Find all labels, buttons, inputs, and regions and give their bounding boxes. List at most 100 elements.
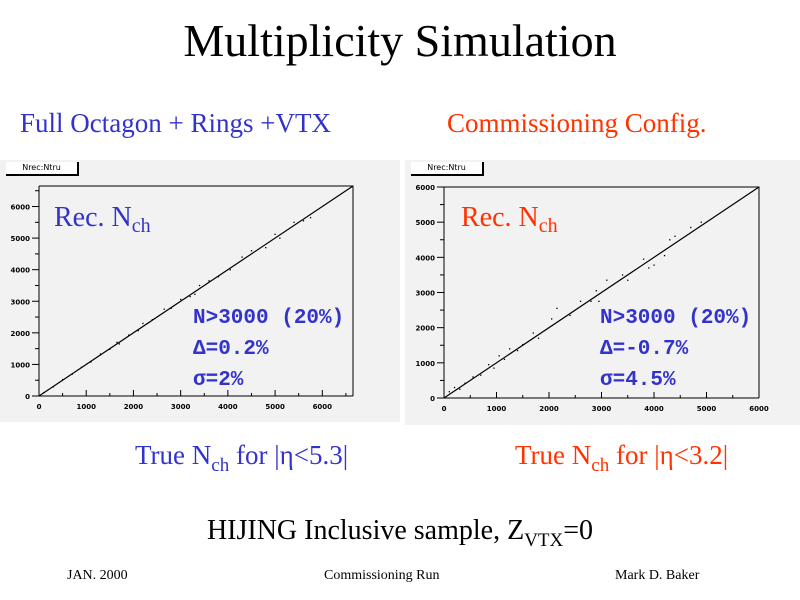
right-x-axis-title: True Nch for |η<3.2| [515, 440, 728, 475]
x-tick-label: 3000 [592, 405, 612, 413]
y-axis-title-main: Rec. N [54, 202, 132, 233]
caption-pre: HIJING Inclusive sample, Z [206, 515, 525, 546]
x-tick-label: 4000 [218, 403, 238, 411]
data-point [43, 391, 45, 394]
stat-delta: Δ=-0.7% [600, 338, 689, 361]
x-tick-label: 5000 [265, 403, 285, 411]
y-tick-label: 1000 [416, 360, 436, 368]
left-x-axis-title: True Nch for |η<5.3| [135, 440, 349, 475]
data-point [194, 293, 196, 296]
y-tick-label: 4000 [416, 254, 436, 262]
data-point [480, 374, 482, 376]
data-point [180, 298, 182, 301]
data-point [648, 267, 650, 269]
data-point [690, 226, 692, 229]
slide-title: Multiplicity Simulation [183, 15, 617, 66]
data-point [459, 388, 461, 390]
x-tick-label: 1000 [76, 403, 96, 411]
data-point [556, 307, 558, 310]
data-point [208, 280, 210, 282]
x-tick-label: 6000 [313, 403, 333, 411]
x-tick-label: 3000 [171, 403, 191, 411]
data-point [170, 307, 172, 309]
data-point [137, 330, 139, 332]
x-tick-label: 2000 [124, 403, 144, 411]
y-tick-label: 6000 [11, 204, 31, 212]
y-tick-label: 5000 [11, 235, 31, 243]
data-point [522, 343, 524, 346]
stat-count: N>3000 (20%) [600, 307, 752, 330]
caption-sub: VTX [524, 530, 564, 551]
stats-box: N>3000 (20%) Δ=-0.7% σ=4.5% [600, 303, 751, 396]
data-point [189, 295, 191, 298]
data-point [118, 343, 120, 345]
data-point [464, 382, 466, 384]
data-point [62, 378, 64, 381]
hist-label: Nrec:Ntru [6, 162, 79, 176]
diagonal-line [443, 186, 760, 399]
data-point [606, 279, 608, 281]
caption-post: =0 [563, 515, 594, 546]
data-point [52, 386, 54, 388]
y-axis-title-sub: ch [131, 215, 151, 237]
y-tick-label: 3000 [416, 290, 436, 298]
data-point [453, 386, 456, 389]
data-point [674, 235, 676, 237]
y-tick-label: 2000 [11, 330, 31, 338]
x-title-sub: ch [591, 455, 610, 476]
y-axis-title: Rec. Nch [54, 202, 151, 237]
data-point [71, 373, 73, 375]
stat-count: N>3000 (20%) [193, 307, 345, 330]
data-point [109, 348, 111, 350]
data-point [80, 366, 83, 368]
data-point [569, 314, 571, 317]
right-scatter-plot: 0 1000 2000 3000 4000 5000 6000 0 1000 2000 3000 40… [416, 184, 769, 413]
data-point [241, 256, 243, 258]
x-tick-label: 5000 [697, 405, 717, 413]
data-point [279, 237, 281, 239]
footer-date: JAN. 2000 [67, 568, 128, 583]
x-tick-label: 6000 [749, 405, 769, 413]
y-tick-label: 6000 [416, 184, 436, 192]
data-point [700, 221, 702, 223]
data-point [142, 322, 144, 325]
y-axis-title-sub: ch [538, 215, 558, 237]
y-tick-label: 3000 [11, 298, 31, 306]
data-point [579, 300, 582, 302]
data-point [229, 269, 231, 271]
left-scatter-plot: 0 1000 2000 3000 4000 5000 6000 0 1000 2000 3000 40… [11, 185, 354, 411]
data-point [90, 361, 92, 363]
y-tick-label: 4000 [11, 267, 31, 275]
data-point [498, 355, 500, 357]
x-title-pre: True N [135, 440, 212, 470]
data-point [590, 300, 592, 302]
y-tick-label: 1000 [11, 361, 31, 369]
diagonal-line [38, 185, 354, 397]
data-point [293, 221, 295, 224]
x-title-post: for |η<5.3| [229, 440, 349, 470]
y-axis-title-main: Rec. N [461, 202, 539, 233]
data-point [128, 334, 130, 336]
data-point [309, 216, 312, 219]
right-plot-panel: 0 1000 2000 3000 4000 5000 6000 0 1000 2000 3000 40… [405, 160, 800, 425]
stat-sigma: σ=4.5% [600, 369, 676, 392]
y-tick-label: 0 [430, 395, 435, 403]
y-tick-label: 2000 [416, 325, 436, 333]
data-point [663, 254, 666, 257]
data-point [472, 376, 474, 378]
data-point [532, 332, 534, 334]
data-point [621, 274, 624, 276]
data-point [627, 279, 629, 281]
data-point [488, 363, 490, 366]
data-point [503, 358, 506, 361]
right-heading: Commissioning Config. [447, 108, 707, 138]
data-point [653, 264, 655, 266]
data-point [598, 300, 600, 302]
data-point [537, 337, 540, 339]
data-point [595, 290, 597, 292]
data-point [151, 318, 154, 321]
data-point [509, 348, 511, 350]
caption: HIJING Inclusive sample, ZVTX=0 [0, 515, 800, 550]
left-heading: Full Octagon + Rings +VTX [20, 108, 331, 138]
data-point [198, 284, 201, 287]
